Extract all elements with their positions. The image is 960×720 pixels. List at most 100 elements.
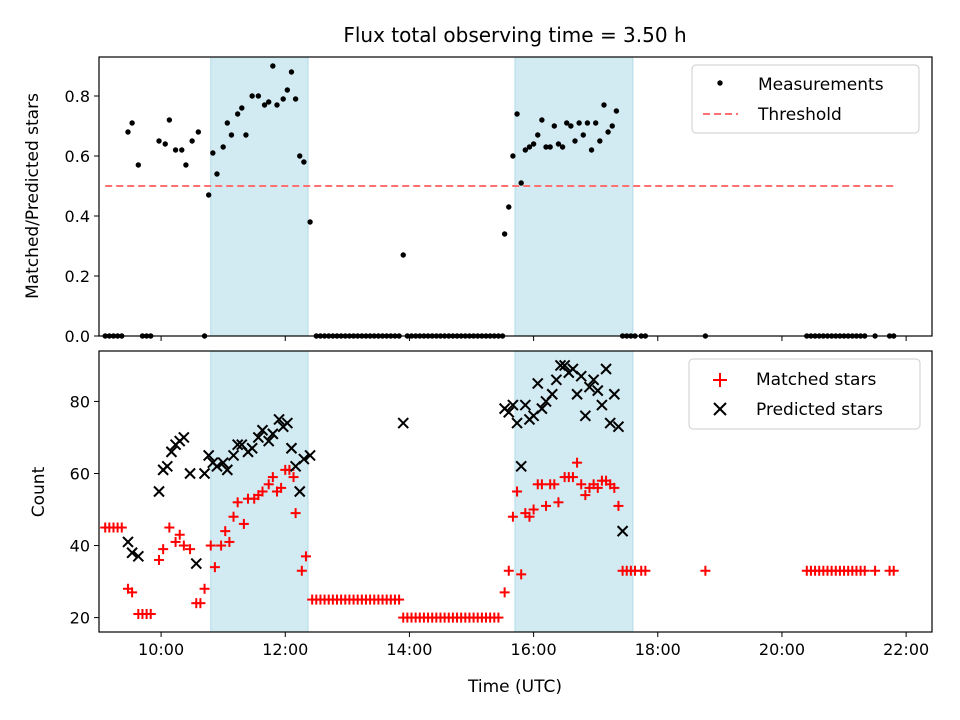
measurements-point	[535, 132, 541, 138]
measurements-point	[189, 138, 195, 144]
predicted-stars-point	[612, 420, 625, 433]
measurements-point	[559, 144, 566, 150]
top-y-ticks: 0.0 0.2 0.4 0.6 0.8	[65, 87, 99, 346]
matched-stars-point	[528, 504, 539, 515]
predicted-stars-point	[583, 381, 596, 393]
y-tick-label: 0.4	[65, 207, 90, 226]
matched-stars-point	[592, 482, 603, 493]
measurements-point	[597, 138, 603, 144]
bottom-y-ticks: 20 40 60 80	[70, 392, 99, 628]
matched-stars-point	[154, 554, 165, 565]
predicted-stars-point	[507, 399, 519, 411]
x-tick-label: 16:00	[511, 640, 557, 659]
matched-stars-point	[572, 457, 583, 468]
measurements-point	[576, 120, 582, 126]
measurements-point	[234, 111, 241, 117]
matched-stars-point	[238, 518, 249, 529]
predicted-stars-point	[262, 435, 275, 447]
matched-stars-point	[276, 482, 287, 493]
y-tick-label: 0.2	[65, 267, 90, 286]
predicted-stars-point	[231, 438, 244, 451]
measurements-point	[530, 141, 537, 147]
measurements-point	[551, 123, 558, 129]
matched-stars-point	[859, 565, 870, 576]
x-tick-label: 14:00	[386, 640, 432, 659]
measurements-point	[228, 132, 235, 138]
legend-threshold-label: Threshold	[757, 105, 842, 125]
predicted-stars-point	[132, 550, 145, 563]
measurements-point	[514, 111, 520, 117]
matched-stars-point	[116, 522, 127, 533]
predicted-stars-point	[256, 424, 269, 436]
measurements-point	[564, 120, 570, 126]
measurements-point	[214, 171, 220, 177]
legend-predicted-stars-label: Predicted stars	[756, 400, 883, 420]
y-tick-label: 20	[70, 609, 90, 628]
predicted-stars-point	[285, 442, 298, 454]
measurements-point	[522, 147, 529, 153]
y-tick-label: 0.8	[65, 87, 90, 106]
bottom-y-axis-label: Count	[29, 466, 49, 517]
measurements-point	[195, 129, 202, 135]
matched-stars-point	[288, 472, 299, 483]
legend-measurements-label: Measurements	[758, 75, 884, 95]
matched-stars-point	[567, 472, 578, 483]
y-tick-label: 0.6	[65, 147, 90, 166]
predicted-stars-point	[616, 525, 629, 537]
matched-stars-point	[516, 569, 527, 580]
predicted-stars-point	[304, 449, 316, 462]
x-tick-label: 10:00	[138, 640, 184, 659]
top-x-ticks	[160, 336, 907, 341]
measurements-point	[539, 117, 545, 123]
matched-stars-point	[170, 536, 181, 547]
top-panel: 0.00.20.40.60.8 Matched/Predicted stars …	[23, 56, 933, 346]
predicted-stars-point	[122, 536, 134, 548]
predicted-stars-point	[546, 388, 558, 400]
predicted-stars-point	[217, 456, 229, 469]
bottom-series	[100, 359, 899, 623]
measurements-point	[266, 99, 272, 105]
shaded-span-1	[210, 56, 309, 337]
top-legend-box	[691, 64, 920, 134]
predicted-stars-point	[397, 417, 409, 429]
predicted-stars-point	[596, 399, 608, 411]
predicted-stars-point	[273, 413, 285, 426]
matched-stars-point	[224, 536, 235, 547]
predicted-stars-point	[267, 428, 279, 440]
measurements-point	[220, 144, 226, 150]
y-tick-label: 80	[70, 392, 90, 411]
measurements-point	[588, 147, 595, 153]
measurements-point	[166, 117, 173, 123]
predicted-stars-point	[515, 460, 527, 472]
predicted-stars-point	[503, 406, 515, 418]
measurements-point	[510, 153, 516, 159]
matched-stars-point	[195, 598, 206, 609]
predicted-stars-point	[281, 417, 294, 429]
measurements-point	[568, 123, 574, 129]
predicted-stars-point	[184, 467, 196, 480]
measurements-point	[292, 96, 299, 102]
predicted-stars-point	[592, 384, 604, 397]
predicted-stars-point	[558, 359, 571, 372]
predicted-stars-point	[211, 460, 223, 472]
matched-stars-point	[553, 497, 564, 508]
matched-stars-point	[185, 544, 196, 555]
x-axis-label: Time (UTC)	[467, 677, 562, 697]
legend-predicted-stars-marker	[713, 402, 727, 416]
matched-stars-point	[700, 565, 711, 576]
matched-stars-point	[549, 479, 560, 490]
measurements-point	[210, 150, 216, 156]
measurements-point	[543, 144, 549, 150]
matched-stars-point	[296, 565, 307, 576]
measurements-point	[156, 138, 162, 144]
predicted-stars-point	[511, 417, 523, 429]
measurements-point	[135, 162, 142, 168]
bottom-axes-frame	[98, 350, 933, 633]
legend-matched-stars-marker	[713, 373, 727, 387]
measurements-point	[172, 147, 179, 153]
predicted-stars-point	[153, 485, 165, 498]
bottom-panel: 10:00 12:00 14:00 16:00 18:00 20:00 22:00 20 40…	[29, 350, 933, 697]
measurements-point	[125, 129, 131, 135]
measurements-point	[572, 138, 578, 144]
